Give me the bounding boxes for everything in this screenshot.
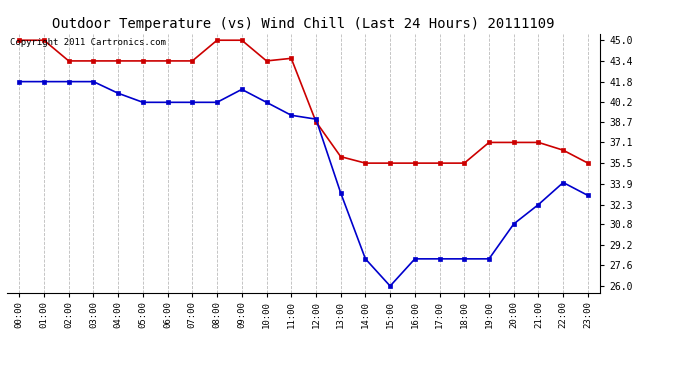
Text: Copyright 2011 Cartronics.com: Copyright 2011 Cartronics.com (10, 38, 166, 46)
Title: Outdoor Temperature (vs) Wind Chill (Last 24 Hours) 20111109: Outdoor Temperature (vs) Wind Chill (Las… (52, 17, 555, 31)
